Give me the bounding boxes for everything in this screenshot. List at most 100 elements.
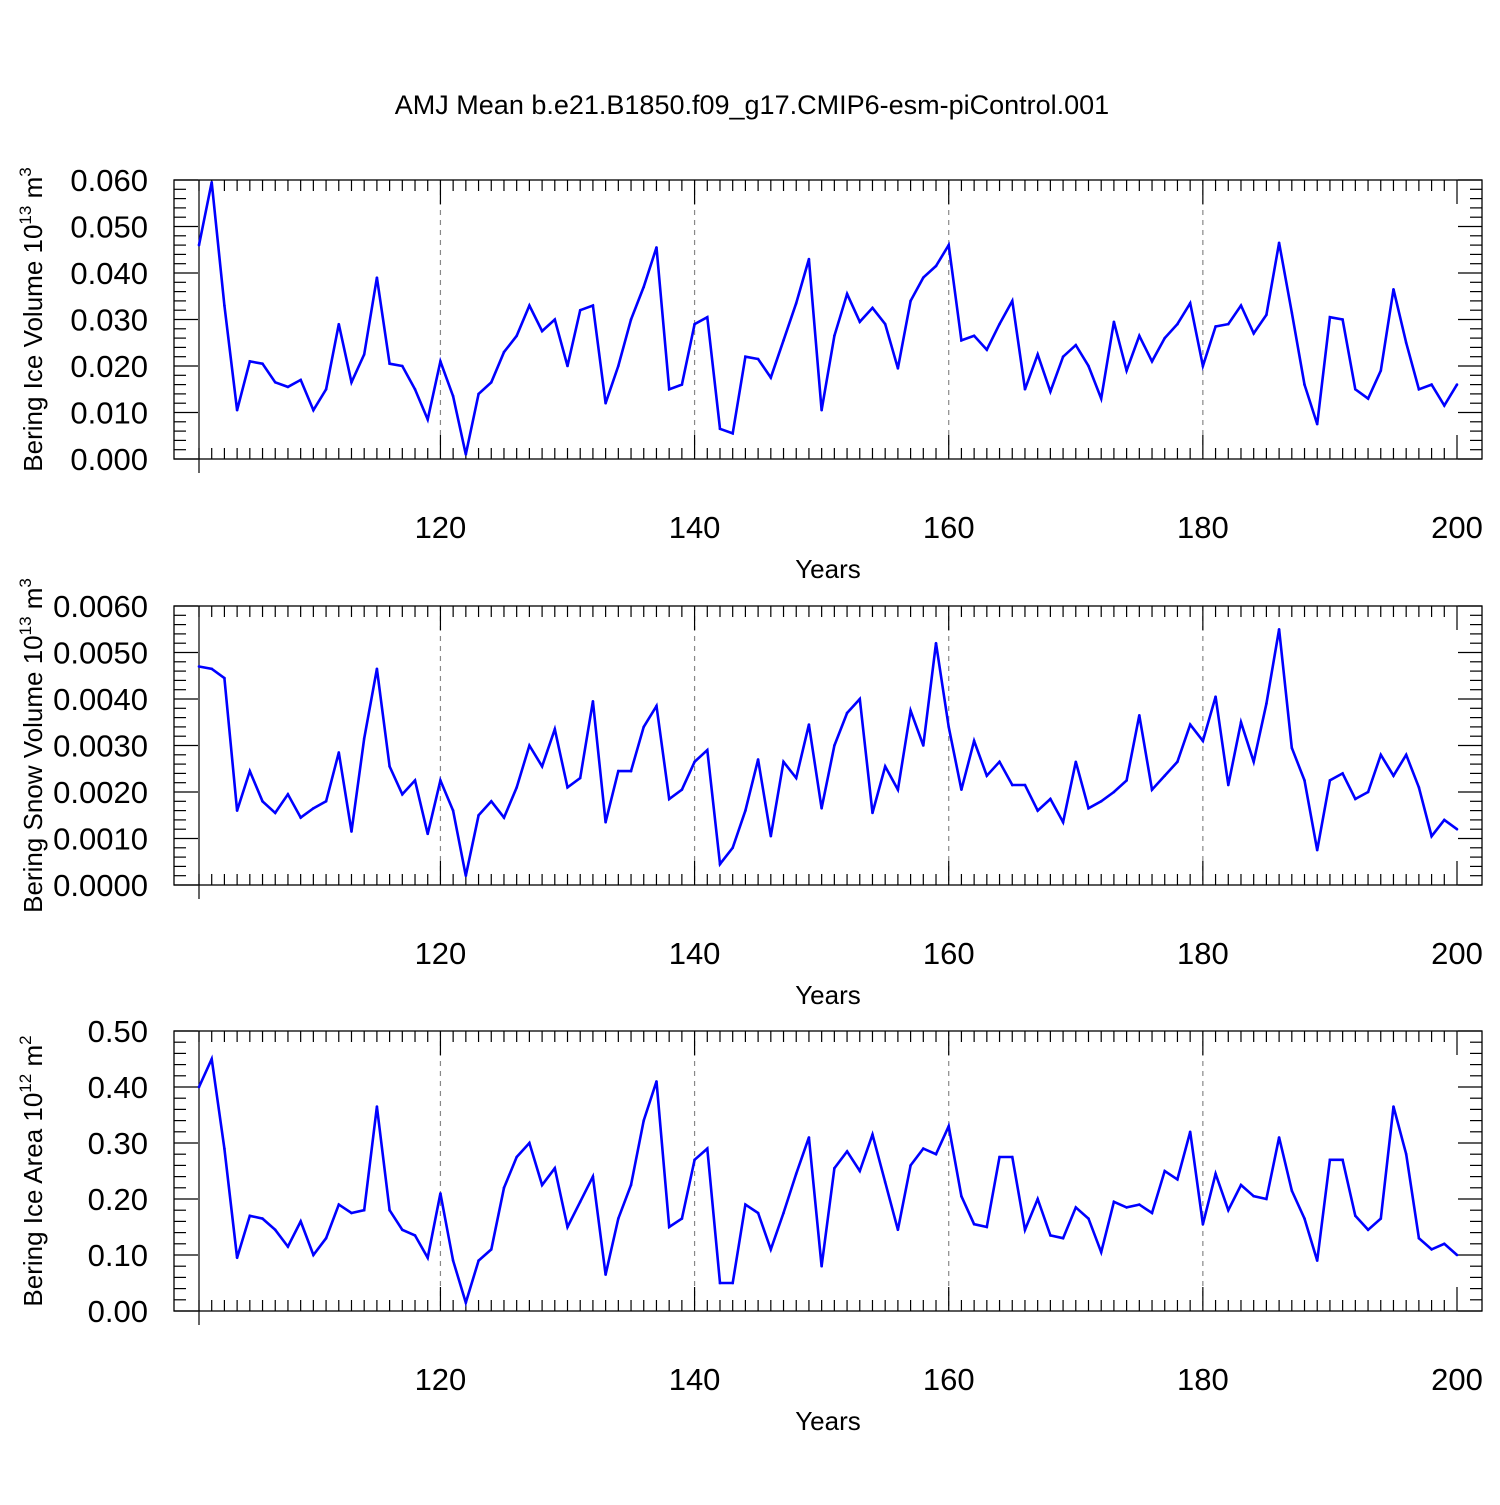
- data-point: [1404, 1152, 1408, 1156]
- data-point: [1366, 397, 1370, 400]
- data-point: [858, 1169, 862, 1173]
- data-point: [1138, 1203, 1141, 1206]
- data-point: [540, 329, 544, 333]
- data-point: [794, 1172, 798, 1176]
- data-point: [883, 322, 887, 326]
- y-axis-title-text: m: [18, 177, 48, 206]
- data-point: [528, 744, 531, 747]
- data-point: [655, 704, 658, 708]
- data-point: [604, 401, 607, 405]
- data-point: [1214, 325, 1217, 328]
- y-tick-label: 0.060: [70, 163, 148, 198]
- data-point: [464, 874, 468, 877]
- data-point: [833, 744, 836, 747]
- y-tick-label: 0.0050: [53, 636, 148, 671]
- data-point: [1214, 1172, 1217, 1176]
- data-point: [337, 751, 341, 754]
- x-tick-label: 140: [669, 510, 721, 545]
- data-point: [528, 304, 531, 307]
- chart-panels: 0.000 0.010 0.020 0.030 0.040 0.050 0.060 120 14…: [16, 163, 1483, 1436]
- data-point: [680, 1217, 684, 1220]
- data-point: [286, 385, 290, 389]
- data-point: [1290, 746, 1294, 750]
- data-point: [261, 362, 264, 365]
- data-point: [1010, 783, 1014, 787]
- data-point: [769, 376, 773, 379]
- data-point: [1150, 788, 1154, 791]
- data-point: [223, 1147, 226, 1150]
- data-point: [972, 739, 976, 743]
- data-point: [1112, 320, 1116, 324]
- y-tick-label: 0.0060: [53, 589, 148, 624]
- data-point: [426, 832, 430, 836]
- data-point: [705, 1147, 709, 1150]
- x-tick-label: 160: [923, 1362, 975, 1397]
- data-point: [477, 813, 480, 817]
- data-point: [578, 776, 582, 780]
- data-point: [1252, 1194, 1255, 1198]
- data-point: [464, 1301, 468, 1304]
- y-axis-title-text: Bering Ice Volume 10: [18, 225, 48, 472]
- data-point: [998, 322, 1001, 326]
- data-point: [731, 846, 734, 850]
- data-point: [1112, 1200, 1116, 1204]
- plot-frame: [173, 1030, 1483, 1312]
- data-point: [197, 1085, 201, 1089]
- data-point: [871, 306, 874, 310]
- data-point: [1455, 827, 1459, 831]
- data-point: [845, 292, 849, 296]
- data-point: [1087, 364, 1090, 368]
- data-point: [1252, 760, 1255, 764]
- y-axis-title-superscript: 13: [16, 206, 35, 225]
- y-axis-title-text: m: [18, 588, 48, 617]
- data-point: [324, 800, 328, 803]
- data-point: [388, 362, 391, 365]
- data-point: [413, 779, 417, 782]
- data-point: [896, 788, 900, 791]
- data-point: [909, 1164, 912, 1167]
- data-point: [1455, 1253, 1459, 1257]
- y-tick-label: 0.20: [88, 1182, 148, 1217]
- data-point: [1214, 695, 1217, 698]
- data-point: [896, 1228, 900, 1232]
- data-point: [286, 1245, 290, 1248]
- data-point: [578, 1200, 582, 1204]
- data-point: [1023, 783, 1027, 787]
- data-point: [1074, 1206, 1078, 1209]
- chart-title: AMJ Mean b.e21.B1850.f09_g17.CMIP6-esm-p…: [395, 90, 1109, 120]
- data-point: [401, 1228, 404, 1232]
- y-axis-title: Bering Snow Volume 1013 m3: [16, 578, 48, 913]
- data-point: [1430, 834, 1433, 838]
- data-point: [1328, 315, 1332, 319]
- data-point: [922, 1147, 925, 1150]
- data-point: [273, 811, 277, 815]
- y-tick-label: 0.50: [88, 1014, 148, 1049]
- data-point: [883, 765, 887, 768]
- data-point: [1201, 364, 1205, 368]
- data-point: [998, 760, 1001, 764]
- data-point: [553, 318, 557, 321]
- data-point: [1328, 1158, 1332, 1162]
- y-tick-label: 0.0000: [53, 868, 148, 903]
- data-point: [477, 1259, 480, 1262]
- data-point: [1239, 720, 1243, 724]
- y-axis-title: Bering Ice Area 1012 m2: [16, 1035, 48, 1306]
- data-point: [439, 779, 442, 782]
- data-point: [299, 1220, 302, 1223]
- x-tick-label: 180: [1177, 510, 1229, 545]
- data-point: [756, 1211, 760, 1215]
- data-point: [947, 1124, 951, 1128]
- x-tick-label: 200: [1431, 510, 1483, 545]
- x-tick-label: 120: [415, 1362, 467, 1397]
- data-point: [1049, 390, 1052, 393]
- data-point: [1201, 739, 1205, 743]
- data-point: [985, 1225, 989, 1229]
- data-point: [1404, 341, 1408, 345]
- panel-1: 0.000 0.010 0.020 0.030 0.040 0.050 0.060 120 14…: [16, 163, 1483, 584]
- data-point: [312, 408, 315, 412]
- data-point: [1226, 1208, 1230, 1212]
- y-tick-label: 0.040: [70, 256, 148, 291]
- x-tick-label: 120: [415, 936, 467, 971]
- data-point: [617, 769, 620, 773]
- panel-3: 0.00 0.10 0.20 0.30 0.40 0.50 120 140 160 180 200 Y…: [16, 1014, 1483, 1436]
